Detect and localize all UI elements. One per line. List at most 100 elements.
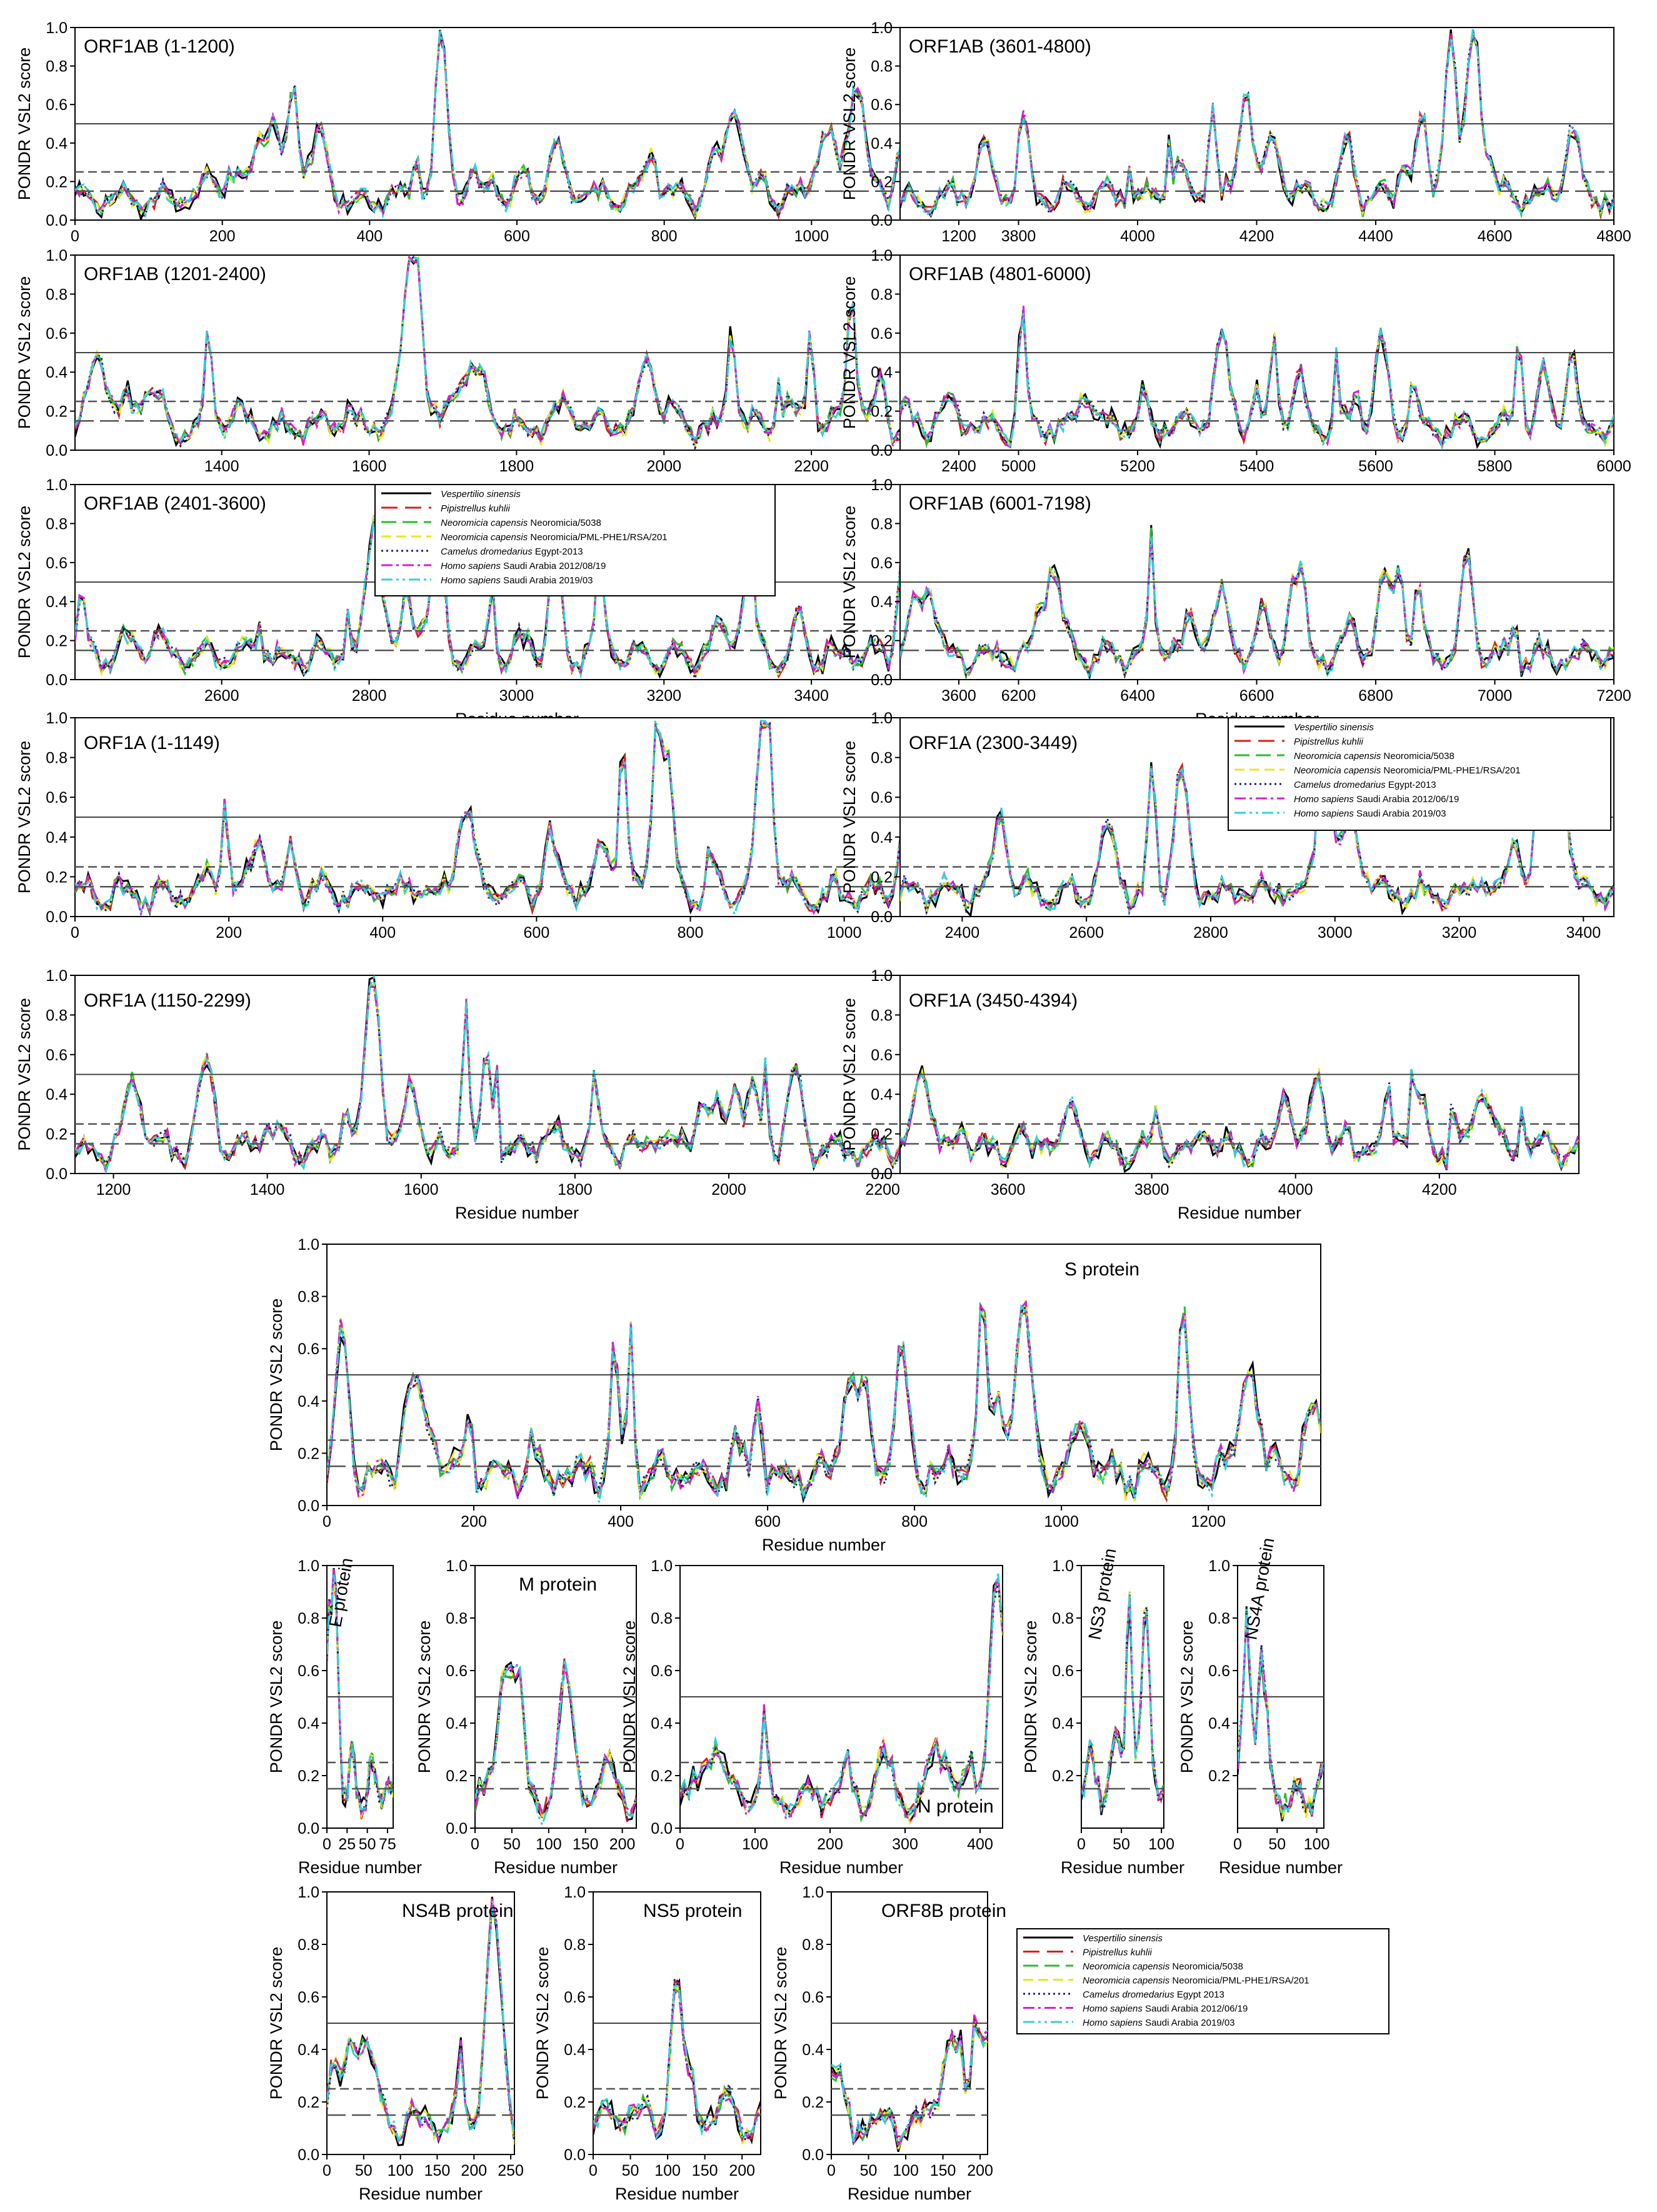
y-tick-label: 0.0 — [564, 2146, 586, 2164]
y-tick-label: 0.0 — [46, 442, 68, 460]
x-tick-label: 4000 — [1278, 1181, 1313, 1199]
x-tick-label: 4800 — [1596, 228, 1631, 245]
y-tick-label: 0.2 — [871, 403, 893, 421]
x-tick-label: 400 — [356, 228, 383, 245]
x-tick-label: 1200 — [941, 228, 976, 245]
chart-orf8b_protein: 0.0 0.2 0.4 0.6 0.8 1.0 0 50 100 150 200 PONDR VSL2… — [771, 1884, 1006, 2203]
x-tick-label: 3600 — [941, 687, 976, 705]
series-line-7 — [1238, 1609, 1324, 1816]
y-tick-label: 0.6 — [46, 325, 68, 343]
y-tick-label: 1.0 — [1208, 1557, 1230, 1575]
series-line-6 — [75, 36, 959, 218]
x-tick-label: 0 — [1077, 1836, 1086, 1853]
x-tick-label: 250 — [498, 2162, 524, 2179]
y-tick-label: 0.8 — [1208, 1610, 1230, 1627]
x-tick-label: 1400 — [250, 1181, 285, 1199]
y-tick-label: 0.4 — [871, 829, 893, 847]
x-tick-label: 1000 — [794, 228, 829, 245]
legend-label-4: Neoromicia capensis Neoromicia/PML-PHE1/… — [1083, 1976, 1309, 1986]
x-tick-label: 0 — [323, 1836, 331, 1853]
x-tick-label: 200 — [216, 924, 242, 942]
legend-bottom: Vespertilio sinensis Pipistrellus kuhlii N… — [1016, 1928, 1389, 2034]
series-line-5 — [327, 1906, 514, 2143]
x-tick-label: 150 — [930, 2162, 956, 2179]
y-tick-label: 0.8 — [871, 58, 893, 76]
y-tick-label: 0.8 — [564, 1936, 586, 1954]
y-tick-label: 0.4 — [46, 364, 68, 381]
chart-orf1ab_4: 0.0 0.2 0.4 0.6 0.8 1.0 3800 4000 4200 4400 4600 48… — [840, 19, 1631, 245]
series-line-6 — [1081, 1594, 1164, 1802]
x-tick-label: 2200 — [794, 458, 829, 475]
series-line-5 — [75, 497, 959, 680]
y-tick-label: 0.4 — [446, 1715, 468, 1732]
y-tick-label: 0.8 — [802, 1936, 824, 1954]
chart-orf1ab_5: 0.0 0.2 0.4 0.6 0.8 1.0 5000 5200 5400 5600 5800 60… — [840, 247, 1631, 475]
y-tick-label: 0.4 — [1052, 1715, 1074, 1732]
y-tick-label: 0.6 — [46, 1047, 68, 1064]
x-tick-label: 300 — [892, 1836, 918, 1853]
y-tick-label: 0.0 — [871, 671, 893, 689]
x-tick-label: 50 — [1268, 1836, 1286, 1853]
x-tick-label: 200 — [461, 1513, 487, 1531]
x-axis-label: Residue number — [494, 1858, 618, 1877]
x-tick-label: 4200 — [1422, 1181, 1457, 1199]
x-axis-label: Residue number — [455, 1204, 579, 1222]
y-tick-label: 0.6 — [871, 96, 893, 114]
chart-title: ORF1AB (6001-7198) — [909, 493, 1091, 514]
legend-label-4: Neoromicia capensis Neoromicia/PML-PHE1/… — [441, 532, 668, 543]
y-axis-label: PONDR VSL2 score — [840, 276, 859, 430]
legend-orf1a: Vespertilio sinensis Pipistrellus kuhlii N… — [1228, 717, 1611, 831]
y-tick-label: 0.0 — [46, 212, 68, 229]
series-group — [1238, 1606, 1324, 1822]
x-tick-label: 2600 — [1069, 924, 1104, 942]
y-tick-label: 0.8 — [1052, 1610, 1074, 1627]
series-group — [900, 525, 1614, 680]
chart-ns3_protein: 0.2 0.4 0.6 0.8 1.0 0 50 100 PONDR VSL2 score Res… — [1021, 1547, 1184, 1877]
series-line-6 — [900, 29, 1614, 213]
chart-orf1a_2: 0.0 0.2 0.4 0.6 0.8 1.0 1200 1400 1600 1800 2000 22… — [15, 967, 959, 1222]
y-tick-label: 0.0 — [298, 2146, 319, 2164]
legend-label-5: Camelus dromedarius Egypt-2013 — [1294, 780, 1436, 790]
chart-title: ORF8B protein — [881, 1901, 1006, 1921]
y-tick-label: 0.6 — [298, 1340, 319, 1358]
legend-frame — [374, 484, 776, 596]
x-tick-label: 1200 — [96, 1181, 131, 1199]
chart-n_protein: 0.0 0.2 0.4 0.6 0.8 1.0 0 100 200 300 400 PONDR VSL… — [620, 1557, 1003, 1877]
y-tick-label: 0.6 — [46, 555, 68, 572]
series-group — [75, 718, 959, 917]
x-tick-label: 1800 — [558, 1181, 593, 1199]
legend-label-1: Vespertilio sinensis — [441, 489, 521, 500]
y-tick-label: 0.8 — [298, 1936, 319, 1954]
x-axis-label: Residue number — [1178, 1204, 1301, 1222]
series-line-7 — [327, 1574, 393, 1811]
chart-title: ORF1AB (2401-3600) — [84, 493, 266, 514]
x-tick-label: 1800 — [499, 458, 534, 475]
legend-label-7: Homo sapiens Saudi Arabia 2019/03 — [1083, 2018, 1235, 2028]
y-tick-label: 0.2 — [298, 2094, 319, 2111]
legend-label-4: Neoromicia capensis Neoromicia/PML-PHE1/… — [1294, 765, 1521, 776]
x-tick-label: 6200 — [1001, 687, 1036, 705]
y-tick-label: 0.4 — [1208, 1715, 1230, 1732]
series-line-5 — [327, 1574, 393, 1814]
x-tick-label: 2200 — [865, 1181, 900, 1199]
x-tick-label: 100 — [893, 2162, 919, 2179]
chart-orf1ab_2: 0.0 0.2 0.4 0.6 0.8 1.0 1400 1600 1800 2000 2200 24… — [15, 247, 976, 475]
legend-label-5: Camelus dromedarius Egypt-2013 — [441, 546, 583, 557]
y-axis-label: PONDR VSL2 score — [15, 276, 34, 430]
series-line-7 — [75, 975, 959, 1174]
x-tick-label: 200 — [461, 2162, 487, 2179]
x-tick-label: 5400 — [1239, 458, 1274, 475]
series-line-5 — [900, 538, 1614, 680]
legend-label-1: Vespertilio sinensis — [1083, 1933, 1163, 1944]
x-tick-label: 100 — [1304, 1836, 1330, 1853]
y-axis-label: PONDR VSL2 score — [15, 741, 34, 894]
y-tick-label: 0.6 — [46, 789, 68, 807]
y-tick-label: 0.2 — [46, 868, 68, 886]
y-axis-label: PONDR VSL2 score — [840, 48, 859, 201]
x-tick-label: 25 — [338, 1836, 356, 1853]
series-group — [680, 1573, 1003, 1826]
chart-title: ORF1A (3450-4394) — [909, 990, 1078, 1011]
y-tick-label: 1.0 — [871, 710, 893, 727]
y-axis-label: PONDR VSL2 score — [620, 1621, 639, 1774]
series-line-7 — [75, 720, 959, 917]
